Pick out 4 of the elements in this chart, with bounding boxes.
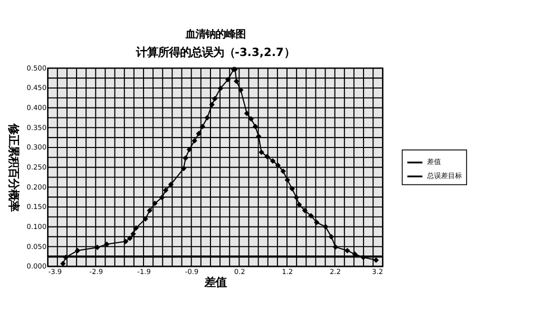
chart-title: 血清钠的峰图 <box>184 28 246 41</box>
y-axis-title: 修正累积百分概率 <box>7 122 20 212</box>
x-axis-title: 差值 <box>204 276 227 290</box>
chart-subtitle: 计算所得的总误为（-3.3,2.7） <box>134 46 295 59</box>
